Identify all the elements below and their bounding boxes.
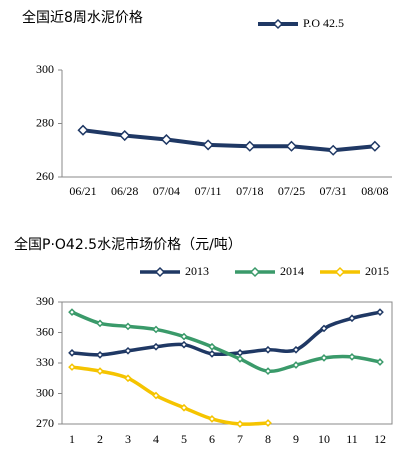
point-marker [236, 348, 244, 357]
point-marker [376, 308, 384, 317]
y-tick-label: 300 [36, 385, 54, 399]
point-marker [264, 345, 272, 354]
series-line [71, 310, 381, 357]
x-tick-label: 07/18 [236, 184, 263, 198]
x-tick-label: 08/08 [361, 184, 388, 198]
x-tick-label: 06/28 [111, 184, 138, 198]
x-tick-label: 2 [97, 432, 103, 446]
x-tick-label: 07/25 [278, 184, 305, 198]
point-marker [320, 354, 328, 362]
point-marker [236, 355, 244, 363]
chart-title: 全国P·O42.5水泥市场价格（元/吨） [14, 236, 242, 253]
x-tick-label: 6 [209, 432, 215, 446]
point-marker [292, 345, 300, 354]
point-marker [327, 144, 339, 156]
chart-title: 全国近8周水泥价格 [22, 9, 143, 26]
series-line [71, 365, 269, 426]
point-marker [369, 140, 381, 152]
legend-label: 2014 [280, 264, 304, 278]
point-marker [208, 415, 216, 423]
point-marker [68, 348, 76, 357]
point-marker [202, 139, 214, 151]
point-marker [208, 349, 216, 358]
point-marker [152, 391, 160, 400]
point-marker [152, 325, 160, 334]
x-tick-label: 07/04 [153, 184, 180, 198]
x-tick-label: 07/11 [195, 184, 222, 198]
point-marker [68, 308, 76, 317]
x-tick-label: 11 [346, 432, 358, 446]
point-marker [376, 358, 384, 366]
y-tick-label: 360 [36, 324, 54, 338]
point-marker [320, 324, 328, 333]
point-marker [77, 124, 89, 136]
point-marker [264, 419, 272, 427]
x-tick-label: 3 [125, 432, 131, 446]
y-tick-label: 270 [36, 416, 54, 430]
x-tick-label: 5 [181, 432, 187, 446]
point-marker [180, 340, 188, 349]
point-marker [96, 351, 104, 359]
legend-label: 2013 [185, 264, 209, 278]
point-marker [96, 367, 104, 375]
x-tick-label: 7 [237, 432, 243, 446]
point-marker [208, 342, 216, 351]
legend-label: P.O 42.5 [303, 16, 344, 30]
y-tick-label: 300 [36, 62, 54, 76]
point-marker [124, 322, 132, 331]
point-marker [152, 342, 160, 351]
point-marker [180, 403, 188, 412]
legend-label: 2015 [365, 264, 389, 278]
x-tick-label: 06/21 [69, 184, 96, 198]
x-tick-label: 8 [265, 432, 271, 446]
point-marker [96, 319, 104, 328]
point-marker [124, 374, 132, 383]
x-tick-label: 4 [153, 432, 159, 446]
x-tick-label: 1 [69, 432, 75, 446]
y-tick-label: 260 [36, 169, 54, 183]
x-tick-label: 9 [293, 432, 299, 446]
point-marker [264, 367, 272, 375]
x-tick-label: 12 [374, 432, 386, 446]
x-tick-label: 10 [318, 432, 330, 446]
point-marker [348, 314, 356, 323]
y-tick-label: 330 [36, 355, 54, 369]
point-marker [160, 133, 172, 146]
series-line [71, 310, 381, 374]
point-marker [124, 346, 132, 355]
y-tick-label: 390 [36, 294, 54, 308]
point-marker [180, 332, 188, 341]
y-tick-label: 280 [36, 115, 54, 129]
x-tick-label: 07/31 [320, 184, 347, 198]
legend-marker [272, 18, 284, 30]
series-line [82, 128, 376, 153]
point-marker [285, 140, 298, 152]
point-marker [68, 363, 76, 371]
point-marker [244, 140, 256, 152]
legend-marker [334, 266, 346, 278]
legend-marker [154, 266, 166, 278]
point-marker [119, 129, 131, 142]
point-marker [348, 353, 356, 361]
legend-marker [249, 266, 261, 278]
point-marker [236, 420, 244, 428]
point-marker [292, 361, 300, 369]
